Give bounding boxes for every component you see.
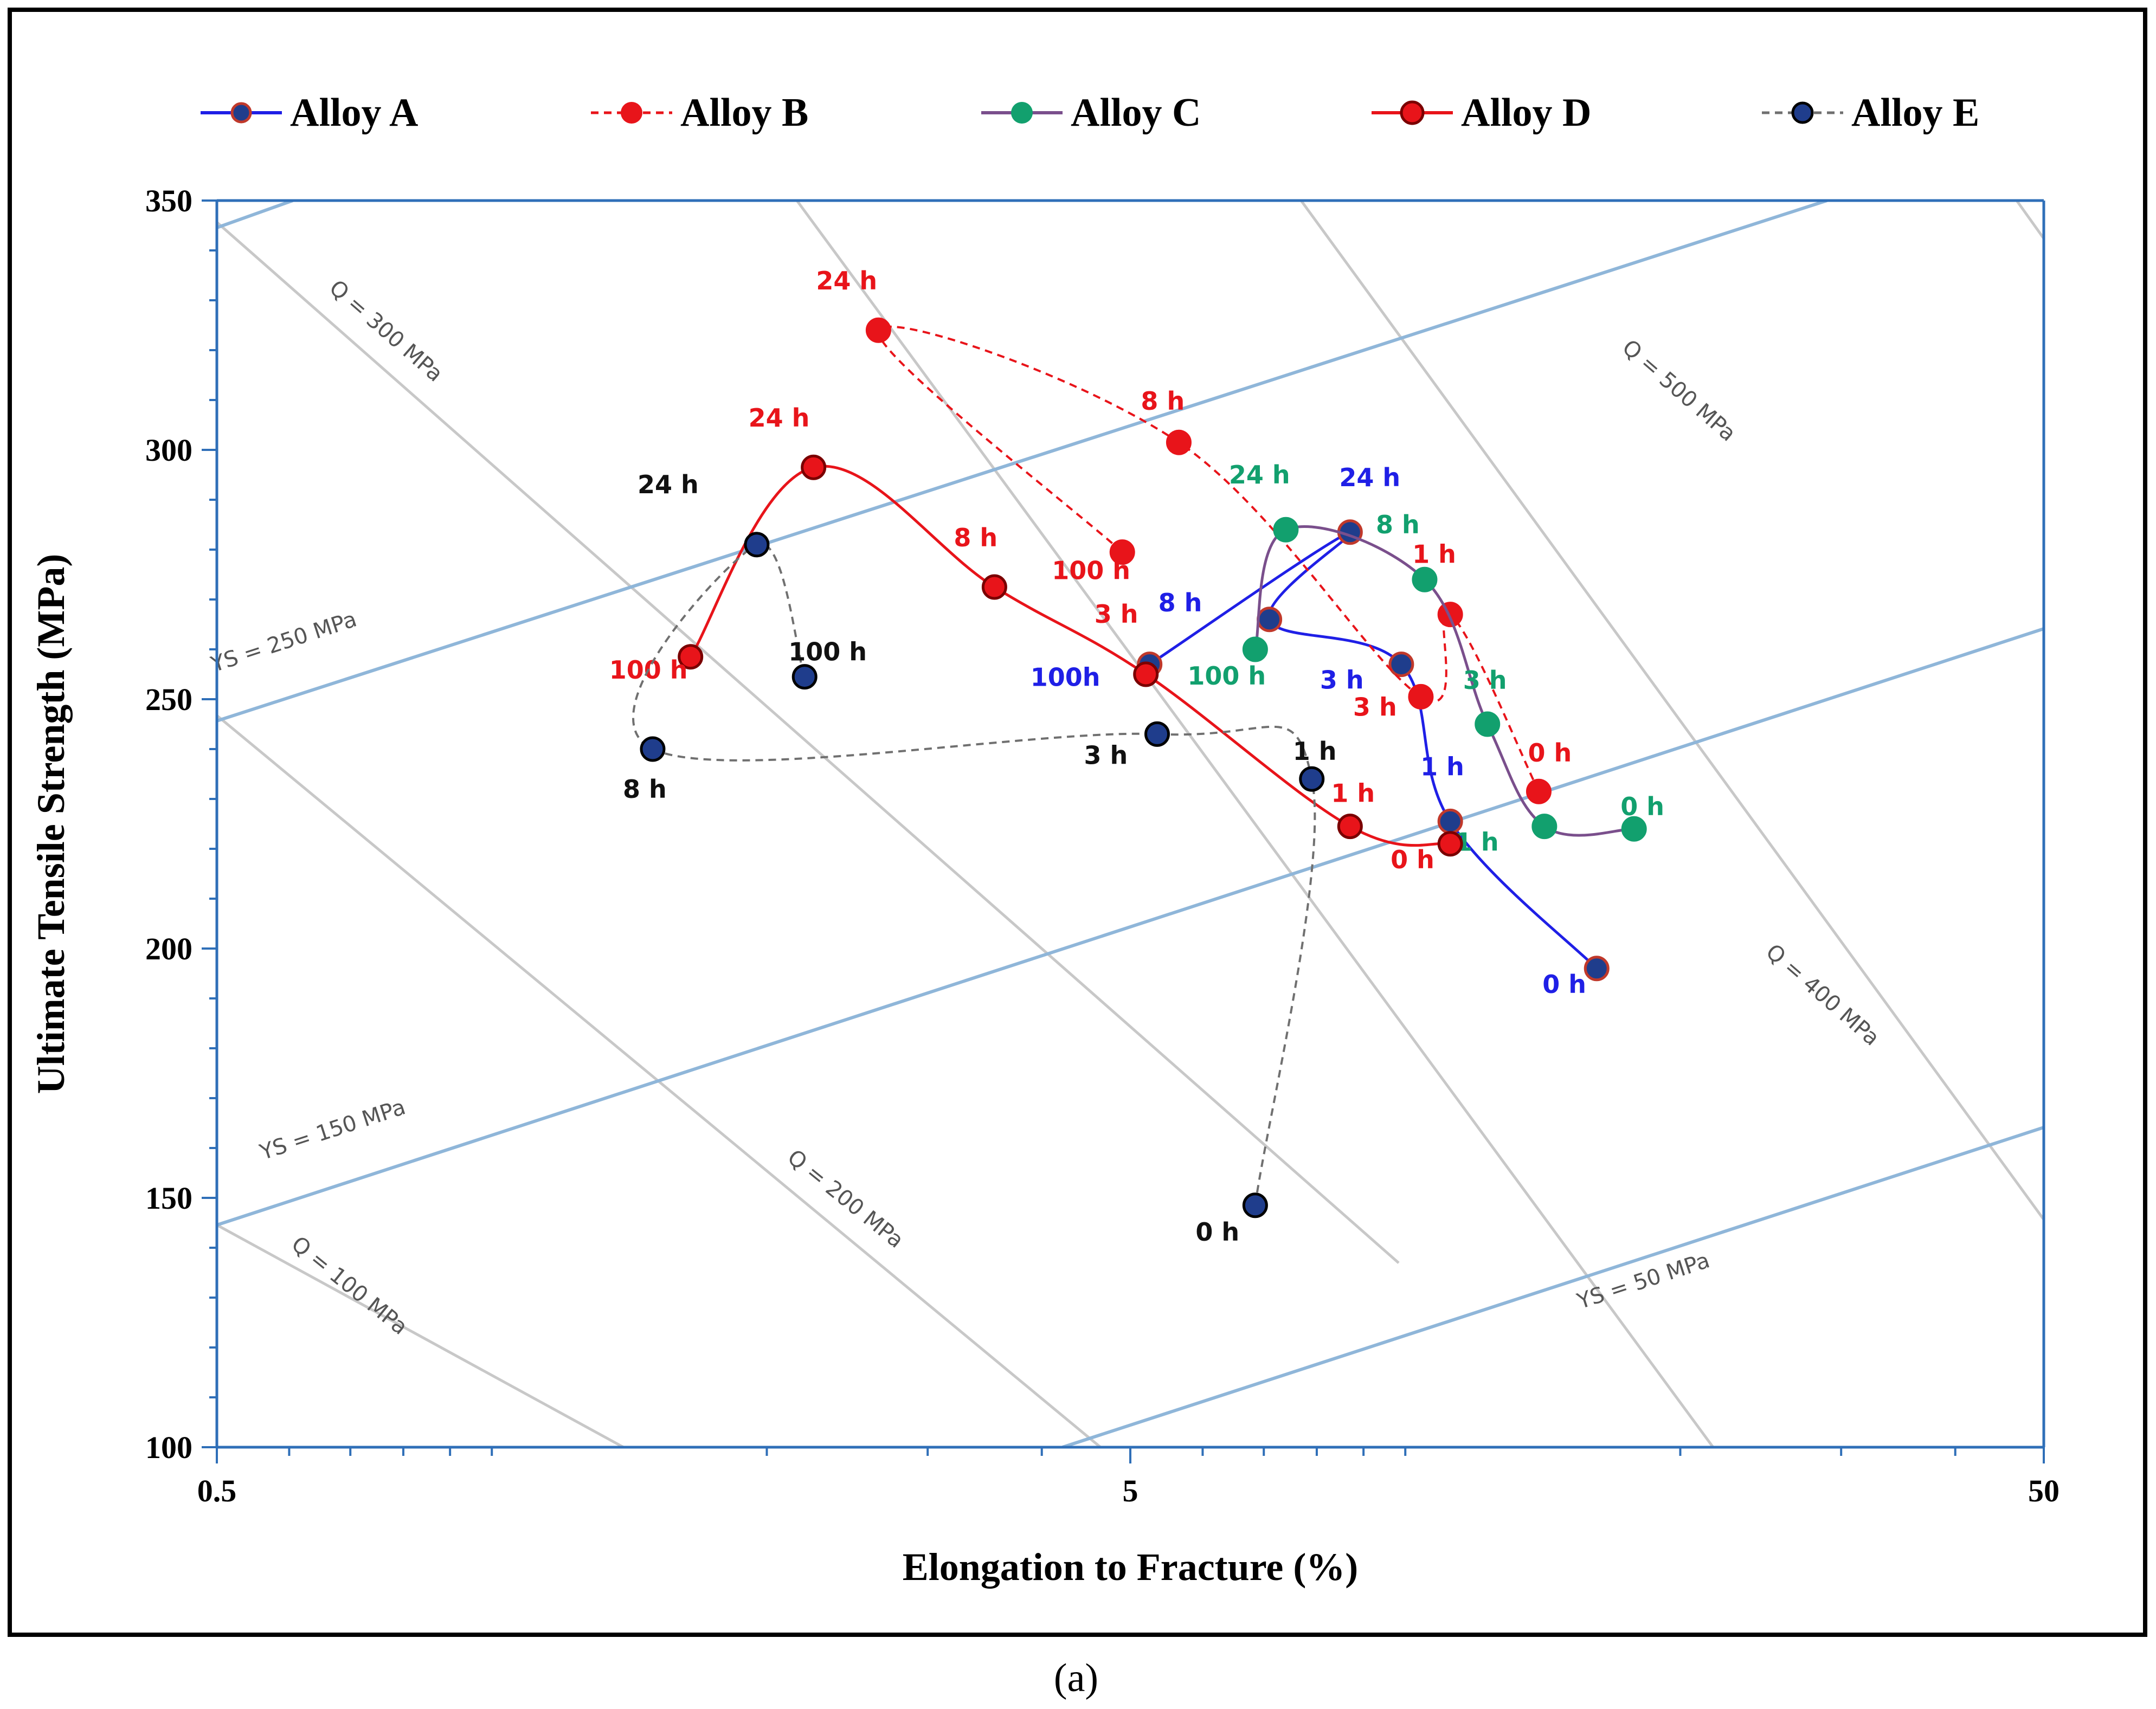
series-alloy-e: 0 h 1 h 3 h 8 h 24 h 100 h [623,470,1337,1247]
x-tick-label: 50 [2028,1473,2060,1508]
y-ticks: 100 150 200 250 300 350 [145,183,217,1465]
data-label-alloy-e: 24 h [638,470,699,499]
data-label-alloy-d: 24 h [749,403,810,433]
data-point-alloy-a [1584,956,1610,982]
data-point-alloy-d [678,644,704,670]
legend-item-alloy-a: Alloy A [201,91,418,135]
legend-label-alloy-c: Alloy C [1071,91,1201,135]
data-point-alloy-c [1412,566,1438,592]
data-point-alloy-e [1299,766,1325,792]
q-100-line [217,1223,625,1447]
legend-item-alloy-d: Alloy D [1372,91,1592,135]
data-point-alloy-a [1388,652,1414,678]
x-tick-label: 5 [1123,1473,1138,1508]
data-label-alloy-d: 0 h [1391,845,1434,874]
data-label-alloy-e: 0 h [1195,1217,1239,1247]
data-label-alloy-d: 3 h [1095,599,1138,629]
x-ticks: 0.5 5 50 [197,1447,2060,1508]
q-500-line-main [1299,201,2044,1221]
data-point-alloy-c [1273,517,1299,543]
legend-item-alloy-c: Alloy C [981,91,1201,135]
y-tick-label: 150 [145,1181,192,1216]
y-tick-label: 100 [145,1430,192,1465]
data-label-alloy-b: 0 h [1528,738,1572,768]
data-point-alloy-e [640,736,666,762]
ys-250-line [217,201,1827,723]
axes: 100 150 200 250 300 350 0.5 5 50 Elongation to … [29,183,2060,1589]
data-label-alloy-e: 3 h [1084,740,1128,770]
data-label-alloy-b: 3 h [1353,692,1397,721]
y-tick-label: 250 [145,682,192,717]
series-layer: 0 h 1 h 3 h 8 h 24 h 100h 0 h 1 h 3 h 8 h 24 h 100 … [609,266,1664,1247]
data-point-alloy-c [1531,814,1558,840]
series-alloy-b: 0 h 1 h 3 h 8 h 24 h 100 h [816,266,1572,804]
legend-item-alloy-e: Alloy E [1762,91,1979,135]
data-label-alloy-a: 100h [1031,663,1100,692]
data-point-alloy-e [1144,721,1170,747]
legend-label-alloy-a: Alloy A [290,91,418,135]
data-point-alloy-d [1337,814,1363,840]
data-point-alloy-e [744,532,770,558]
legend-label-alloy-e: Alloy E [1851,91,1979,135]
legend: Alloy A Alloy B Alloy C Alloy D Alloy E [201,91,1979,135]
q-300-line [217,221,1400,1264]
series-alloy-c: 0 h 1 h 3 h 8 h 24 h 100 h [1187,460,1664,856]
data-label-alloy-a: 3 h [1320,666,1364,695]
data-label-alloy-b: 8 h [1141,386,1185,416]
data-point-alloy-b [865,317,891,343]
data-label-alloy-e: 1 h [1293,737,1337,766]
data-point-alloy-e [1242,1192,1268,1218]
data-label-alloy-a: 1 h [1420,752,1464,781]
data-label-alloy-b: 100 h [1052,556,1130,585]
x-axis-title: Elongation to Fracture (%) [903,1545,1359,1589]
data-point-alloy-c [1242,636,1268,662]
x-tick-label: 0.5 [197,1473,237,1508]
data-point-alloy-b [1437,602,1463,628]
data-label-alloy-e: 8 h [623,775,667,804]
data-point-alloy-b [1166,429,1192,455]
data-label-alloy-c: 100 h [1187,661,1266,691]
ys-50-line [1062,1126,2044,1447]
y-tick-label: 300 [145,433,192,468]
reference-lines [217,201,2044,1447]
series-line-alloy-a [1149,530,1598,970]
data-point-alloy-c [1621,816,1647,842]
data-label-alloy-c: 0 h [1620,792,1664,821]
data-label-alloy-e: 100 h [788,637,867,667]
legend-label-alloy-b: Alloy B [680,91,808,135]
data-label-alloy-c: 3 h [1463,666,1507,695]
y-axis-title: Ultimate Tensile Strength (MPa) [29,554,73,1094]
data-point-alloy-d [801,454,827,480]
q-600-line [2015,201,2044,240]
data-label-alloy-b: 24 h [816,266,877,295]
data-point-alloy-b [1408,683,1434,710]
figure-caption: (a) [1054,1656,1098,1700]
data-point-alloy-c [1475,711,1501,737]
data-point-alloy-b [1526,778,1552,804]
data-point-alloy-e [791,664,818,690]
data-point-alloy-d [1437,831,1463,857]
data-label-alloy-b: 1 h [1412,540,1456,569]
data-point-alloy-b [1109,539,1135,565]
series-alloy-d: 0 h 1 h 3 h 8 h 24 h 100 h [609,403,1463,874]
data-label-alloy-c: 24 h [1229,460,1290,489]
y-tick-label: 200 [145,931,192,966]
data-label-alloy-c: 8 h [1376,510,1420,539]
legend-label-alloy-d: Alloy D [1461,91,1592,135]
data-label-alloy-a: 24 h [1339,463,1400,492]
data-point-alloy-d [1133,661,1159,687]
data-label-alloy-d: 8 h [954,523,997,552]
data-label-alloy-a: 8 h [1159,588,1202,617]
data-point-alloy-a [1257,607,1283,633]
y-tick-label: 350 [145,183,192,218]
data-label-alloy-a: 0 h [1542,970,1586,999]
ys-150-line [217,627,2044,1227]
data-label-alloy-d: 1 h [1331,779,1375,808]
figure-frame [8,8,2147,1637]
data-point-alloy-d [981,574,1007,600]
legend-item-alloy-b: Alloy B [591,91,808,135]
ys-350-line [217,201,294,229]
